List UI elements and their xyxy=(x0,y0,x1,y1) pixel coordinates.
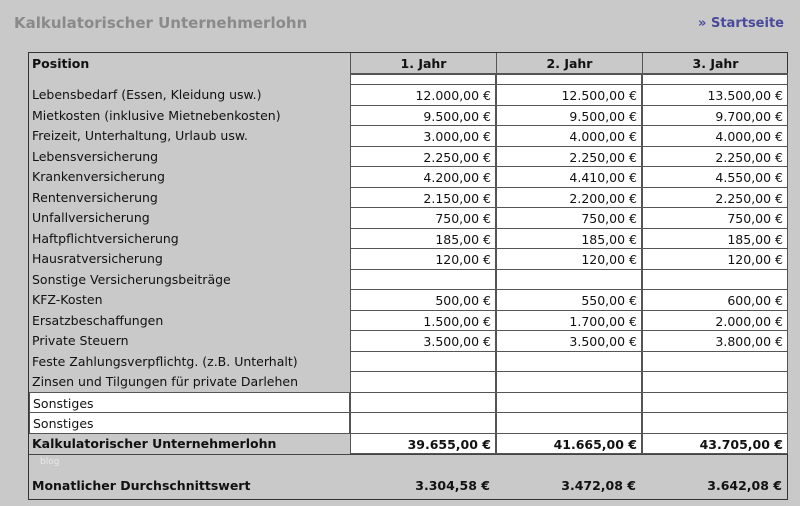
value-cell xyxy=(350,268,496,290)
total-value: 39.655,00 € xyxy=(350,432,496,454)
row-label: Freizeit, Unterhaltung, Urlaub usw. xyxy=(32,128,248,143)
watermark: blog xyxy=(40,456,60,467)
divider xyxy=(29,453,787,455)
row-label: Sonstiges xyxy=(29,412,350,434)
value-cell: 550,00 € xyxy=(496,289,642,311)
page-title: Kalkulatorischer Unternehmerlohn xyxy=(14,14,308,32)
row-label: Feste Zahlungsverpflichtg. (z.B. Unterha… xyxy=(32,353,298,369)
value-cell: 13.500,00 € xyxy=(642,84,788,106)
value-cell: 3.800,00 € xyxy=(642,330,788,352)
value-cell: 4.000,00 € xyxy=(496,125,642,147)
value-cell: 4.200,00 € xyxy=(350,166,496,188)
value-cell: 4.000,00 € xyxy=(642,125,788,147)
row-label: Sonstige Versicherungsbeiträge xyxy=(32,271,231,287)
table: Position 1. Jahr 2. Jahr 3. Jahr Lebensbedar… xyxy=(28,52,788,500)
value-cell xyxy=(496,350,642,372)
value-cell xyxy=(642,268,788,290)
total-value: 41.665,00 € xyxy=(496,432,642,454)
total-value: 43.705,00 € xyxy=(642,432,788,454)
row-label: KFZ-Kosten xyxy=(32,292,103,307)
value-cell: 2.150,00 € xyxy=(350,186,496,208)
value-cell: 2.250,00 € xyxy=(642,145,788,167)
value-cell: 185,00 € xyxy=(642,227,788,249)
value-cell xyxy=(350,350,496,372)
row-label: Mietkosten (inklusive Mietnebenkosten) xyxy=(32,107,281,123)
value-cell: 4.550,00 € xyxy=(642,166,788,188)
monthly-value: 3.642,08 € xyxy=(707,478,782,493)
row-label: Private Steuern xyxy=(32,333,129,348)
value-cell: 120,00 € xyxy=(350,248,496,270)
value-cell xyxy=(496,371,642,393)
value-cell xyxy=(642,412,788,434)
value-cell: 120,00 € xyxy=(496,248,642,270)
value-cell: 2.000,00 € xyxy=(642,309,788,331)
value-cell xyxy=(496,391,642,413)
value-cell: 4.410,00 € xyxy=(496,166,642,188)
value-cell: 120,00 € xyxy=(642,248,788,270)
value-cell: 2.250,00 € xyxy=(496,145,642,167)
column-header: Position xyxy=(32,56,90,71)
value-cell: 750,00 € xyxy=(350,207,496,229)
value-cell: 9.500,00 € xyxy=(496,104,642,126)
value-cell: 3.000,00 € xyxy=(350,125,496,147)
row-label: Krankenversicherung xyxy=(32,169,165,184)
row-label: Sonstiges xyxy=(29,391,350,413)
value-cell xyxy=(642,350,788,372)
value-cell: 750,00 € xyxy=(642,207,788,229)
row-label: Ersatzbeschaffungen xyxy=(32,312,164,328)
value-cell: 600,00 € xyxy=(642,289,788,311)
value-cell: 2.250,00 € xyxy=(350,145,496,167)
value-cell xyxy=(350,371,496,393)
value-cell xyxy=(642,391,788,413)
value-cell: 1.500,00 € xyxy=(350,309,496,331)
value-cell xyxy=(496,412,642,434)
row-label: Zinsen und Tilgungen für private Darlehe… xyxy=(32,374,299,389)
value-cell: 9.700,00 € xyxy=(642,104,788,126)
value-cell xyxy=(496,268,642,290)
monthly-value: 3.304,58 € xyxy=(415,478,490,493)
row-label: Rentenversicherung xyxy=(32,189,158,205)
monthly-value: 3.472,08 € xyxy=(561,478,636,493)
row-label: Lebensversicherung xyxy=(32,148,159,164)
value-cell: 1.700,00 € xyxy=(496,309,642,331)
value-cell: 3.500,00 € xyxy=(350,330,496,352)
row-label: Hausratversicherung xyxy=(32,251,163,266)
value-cell: 3.500,00 € xyxy=(496,330,642,352)
value-cell: 750,00 € xyxy=(496,207,642,229)
value-cell: 2.200,00 € xyxy=(496,186,642,208)
value-cell: 12.500,00 € xyxy=(496,84,642,106)
value-cell xyxy=(350,391,496,413)
row-label: Unfallversicherung xyxy=(32,210,150,225)
column-header: 3. Jahr xyxy=(642,53,788,74)
row-label: Lebensbedarf (Essen, Kleidung usw.) xyxy=(32,87,262,102)
home-link[interactable]: » Startseite xyxy=(698,16,784,31)
column-header: 2. Jahr xyxy=(496,53,642,74)
value-cell xyxy=(350,412,496,434)
monthly-label: Monatlicher Durchschnittswert xyxy=(32,478,251,493)
value-cell xyxy=(642,371,788,393)
total-label: Kalkulatorischer Unternehmerlohn xyxy=(32,435,277,451)
value-cell: 12.000,00 € xyxy=(350,84,496,106)
value-cell: 185,00 € xyxy=(496,227,642,249)
value-cell: 185,00 € xyxy=(350,227,496,249)
column-header: 1. Jahr xyxy=(350,53,496,74)
row-label: Haftpflichtversicherung xyxy=(32,230,179,246)
value-cell: 2.250,00 € xyxy=(642,186,788,208)
value-cell: 500,00 € xyxy=(350,289,496,311)
value-cell: 9.500,00 € xyxy=(350,104,496,126)
